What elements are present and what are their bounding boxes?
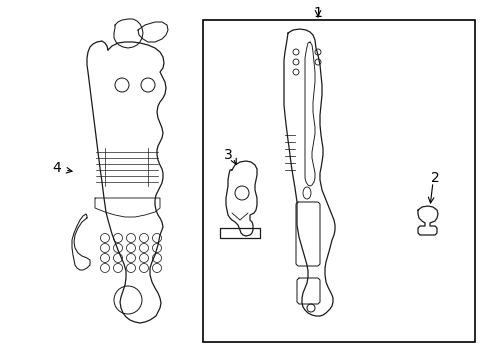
Text: 3: 3 [223,148,232,162]
Text: 4: 4 [53,161,61,175]
Text: 1: 1 [313,6,322,20]
Bar [203,20,474,342]
Text: 2: 2 [430,171,439,185]
